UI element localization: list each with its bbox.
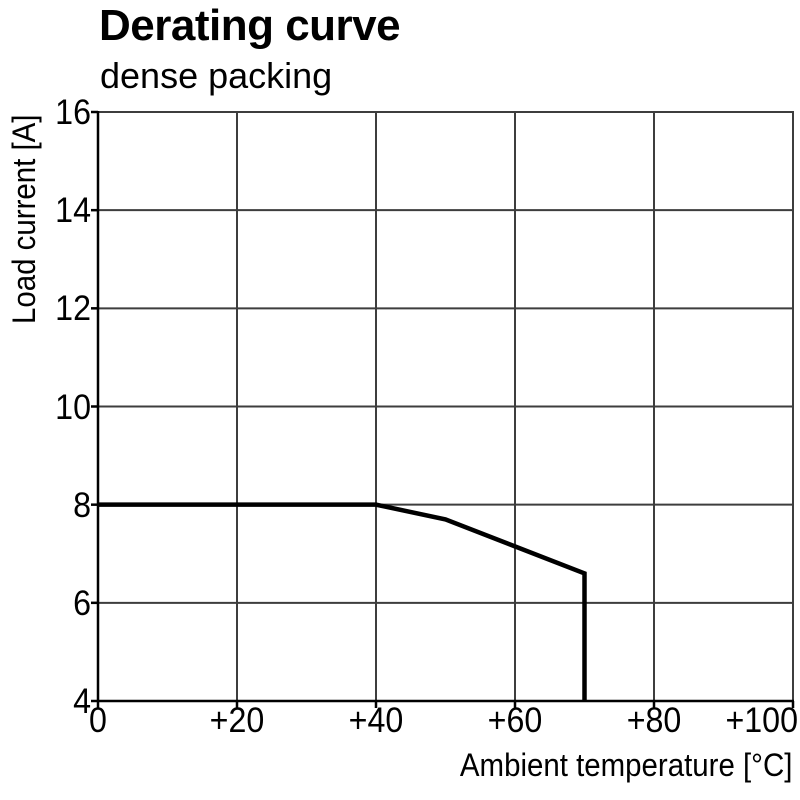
y-tick-label: 16 [55,93,91,132]
x-tick-label: +100 [725,701,798,740]
x-axis-title-text: Ambient temperature [°C] [459,747,792,783]
x-tick-label: +60 [487,701,543,740]
x-tick-label: +40 [348,701,404,740]
chart-title: Derating curve [99,1,401,50]
x-axis-title: Ambient temperature [°C] [431,749,792,781]
y-tick-label: 14 [55,191,91,231]
chart-subtitle: dense packing [100,55,333,96]
x-tick-label: +80 [626,701,682,740]
y-tick-label: 6 [73,583,91,623]
y-tick-label: 8 [73,485,91,525]
x-tick-label: +20 [209,701,265,740]
x-tick-label: 0 [89,701,107,740]
y-tick-label: 10 [55,387,91,427]
y-tick-label: 12 [55,289,91,329]
derating-curve-dense-packing [98,502,587,701]
y-tick-label: 4 [73,682,91,721]
